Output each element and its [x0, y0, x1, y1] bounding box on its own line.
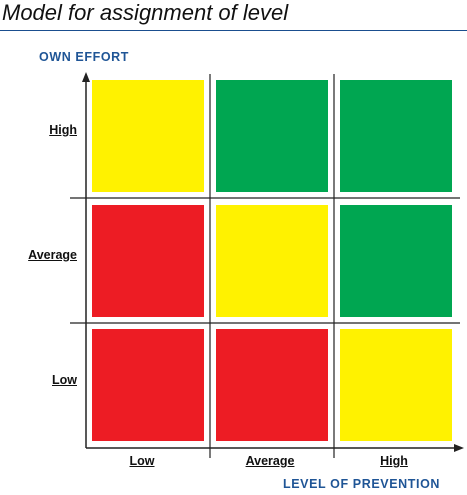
y-label-average: Average	[28, 248, 77, 262]
cell-average-average	[216, 205, 328, 317]
page-title: Model for assignment of level	[2, 0, 289, 25]
y-label-low: Low	[52, 373, 77, 387]
title-divider	[0, 30, 467, 31]
x-axis-title: LEVEL OF PREVENTION	[283, 477, 441, 491]
cell-average-low	[92, 205, 204, 317]
y-axis-arrow-icon	[82, 72, 90, 82]
cell-low-low	[92, 329, 204, 441]
cell-low-high	[340, 329, 452, 441]
x-label-high: High	[380, 454, 408, 468]
y-axis-title: OWN EFFORT	[39, 50, 130, 64]
x-label-average: Average	[245, 454, 295, 468]
cell-high-average	[216, 80, 328, 192]
y-label-high: High	[49, 123, 77, 137]
cell-low-average	[216, 329, 328, 441]
cell-average-high	[340, 205, 452, 317]
cell-high-high	[340, 80, 452, 192]
cell-high-low	[92, 80, 204, 192]
x-axis-arrow-icon	[454, 444, 464, 452]
x-label-low: Low	[129, 454, 155, 468]
